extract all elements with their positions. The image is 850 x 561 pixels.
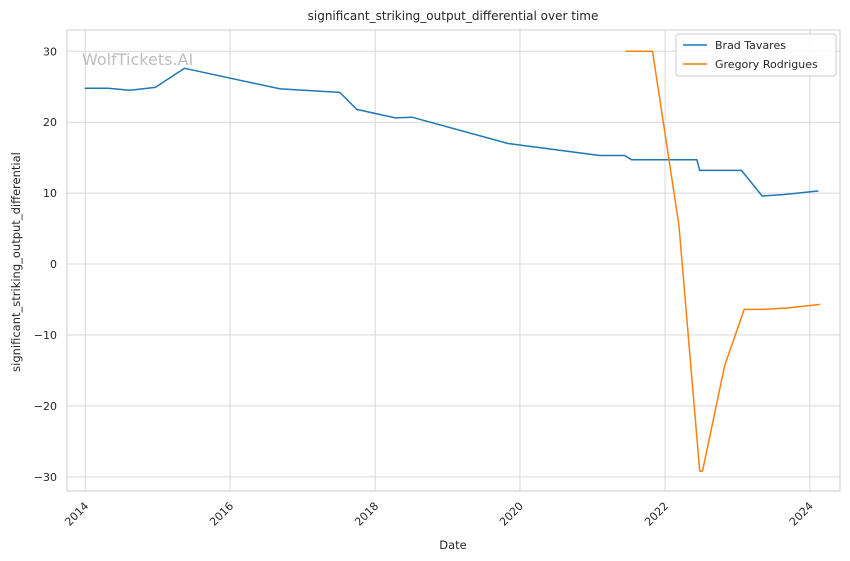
x-tick-label: 2018 [352, 500, 381, 529]
chart-title: significant_striking_output_differential… [308, 9, 599, 23]
series-lines [84, 50, 820, 472]
x-axis-label: Date [439, 538, 467, 552]
y-tick-label: 0 [50, 258, 57, 271]
series-line-gregory-rodrigues [625, 50, 820, 472]
y-axis-label: significant_striking_output_differential [9, 152, 23, 372]
y-tick-label: 20 [43, 116, 57, 129]
x-tick-label: 2016 [207, 500, 236, 529]
legend-label-gregory-rodrigues: Gregory Rodrigues [715, 58, 818, 71]
plot-area [66, 29, 841, 492]
legend-box [675, 33, 837, 77]
watermark: WolfTickets.AI [82, 50, 193, 69]
y-tick-label: −20 [34, 400, 57, 413]
y-tick-label: 30 [43, 45, 57, 58]
x-tick-label: 2014 [62, 500, 91, 529]
x-axis-ticks: 2014 2016 2018 2020 2022 2024 [62, 500, 816, 529]
y-tick-label: −10 [34, 329, 57, 342]
legend: Brad Tavares Gregory Rodrigues [675, 33, 837, 77]
x-tick-label: 2020 [497, 500, 526, 529]
series-line-brad-tavares [84, 67, 819, 197]
y-axis-ticks: 30 20 10 0 −10 −20 −30 [34, 45, 57, 484]
y-tick-label: −30 [34, 471, 57, 484]
x-tick-label: 2022 [642, 500, 671, 529]
x-tick-label: 2024 [787, 500, 816, 529]
y-tick-label: 10 [43, 187, 57, 200]
legend-label-brad-tavares: Brad Tavares [715, 39, 786, 52]
grid [67, 30, 840, 491]
